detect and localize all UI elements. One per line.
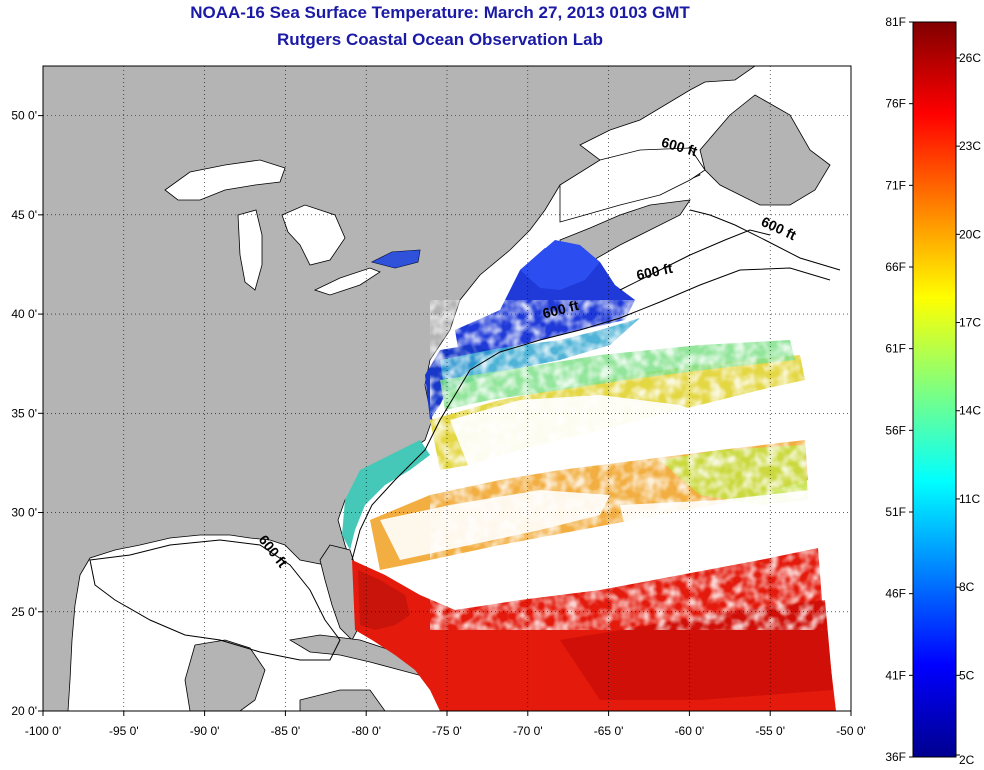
- contour-label-600ft: 600 ft: [635, 260, 674, 283]
- cloud-mass-northeast: [640, 285, 805, 335]
- colorbar-f-label: 71F: [885, 178, 906, 192]
- sst-nova-scotia-shelf: [520, 240, 600, 290]
- colorbar-c-label: 11C: [959, 492, 980, 506]
- lake-huron: [281, 204, 346, 266]
- lon-tick-label: -95 0': [109, 724, 139, 738]
- colorbar-c-label: 17C: [959, 316, 981, 330]
- land-central-america: [299, 689, 386, 711]
- colorbar-f-label: 76F: [885, 97, 906, 111]
- map-grid: [43, 66, 851, 711]
- colorbar-f-label: 46F: [885, 587, 906, 601]
- colorbar-f-label: 61F: [885, 342, 906, 356]
- colorbar-fahrenheit-labels: 81F 76F 71F 66F 61F 56F 51F 46F 41F 36F: [885, 15, 913, 764]
- lat-tick-label: 50 0': [11, 109, 37, 123]
- sst-florida-red: [358, 570, 410, 630]
- colorbar-c-label: 8C: [959, 580, 975, 594]
- colorbar-c-label: 26C: [959, 51, 981, 65]
- contour-600ft-gulf: [89, 539, 341, 661]
- contour-600ft-atlantic: [351, 267, 831, 561]
- lon-tick-label: -80 0': [351, 724, 381, 738]
- land-newfoundland: [699, 94, 831, 206]
- colorbar-c-label: 2C: [959, 753, 975, 767]
- cloud-mass-southeast: [620, 490, 815, 560]
- lake-superior: [164, 159, 286, 201]
- lat-tick-label: 40 0': [11, 307, 37, 321]
- colorbar-c-label: 5C: [959, 668, 975, 682]
- colorbar-f-label: 66F: [885, 260, 906, 274]
- colorbar-c-label: 14C: [959, 404, 981, 418]
- lat-tick-label: 25 0': [11, 605, 37, 619]
- colorbar-c-label: 23C: [959, 139, 981, 153]
- lon-tick-label: -50 0': [836, 724, 866, 738]
- longitude-axis: -100 0' -95 0' -90 0' -85 0' -80 0' -75 0' -70…: [25, 711, 866, 738]
- lon-tick-label: -75 0': [432, 724, 462, 738]
- lat-tick-label: 20 0': [11, 704, 37, 718]
- lake-erie: [313, 267, 381, 296]
- colorbar-scale: [912, 21, 957, 758]
- colorbar-f-label: 41F: [885, 668, 906, 682]
- lon-tick-label: -65 0': [594, 724, 624, 738]
- colorbar-f-label: 56F: [885, 423, 906, 437]
- lon-tick-label: -100 0': [25, 724, 61, 738]
- latitude-axis: 20 0' 25 0' 30 0' 35 0' 40 0' 45 0' 50 0': [11, 109, 43, 718]
- land-yucatan: [184, 639, 266, 711]
- map-subtitle: Rutgers Coastal Ocean Observation Lab: [277, 30, 603, 49]
- colorbar-f-label: 36F: [885, 750, 906, 764]
- map-title: NOAA-16 Sea Surface Temperature: March 2…: [190, 3, 690, 22]
- lat-tick-label: 45 0': [11, 208, 37, 222]
- contour-600ft-scotian: [619, 229, 771, 291]
- lat-tick-label: 30 0': [11, 506, 37, 520]
- cloud-mass-south: [380, 490, 610, 560]
- gulf-st-lawrence: [559, 147, 706, 223]
- colorbar-celsius-labels: 26C 23C 20C 17C 14C 11C 8C 5C 2C: [956, 51, 981, 767]
- lake-michigan: [237, 209, 263, 291]
- lon-tick-label: -70 0': [513, 724, 543, 738]
- colorbar-c-label: 20C: [959, 227, 981, 241]
- contour-600ft-labrador: [689, 209, 841, 271]
- colorbar-f-label: 51F: [885, 505, 906, 519]
- lat-tick-label: 35 0': [11, 406, 37, 420]
- lon-tick-label: -85 0': [271, 724, 301, 738]
- lon-tick-label: -55 0': [755, 724, 785, 738]
- lake-ontario-sst: [372, 250, 420, 268]
- lon-tick-label: -60 0': [675, 724, 705, 738]
- colorbar-f-label: 81F: [885, 15, 906, 29]
- lon-tick-label: -90 0': [190, 724, 220, 738]
- cloud-mass-central: [450, 395, 720, 470]
